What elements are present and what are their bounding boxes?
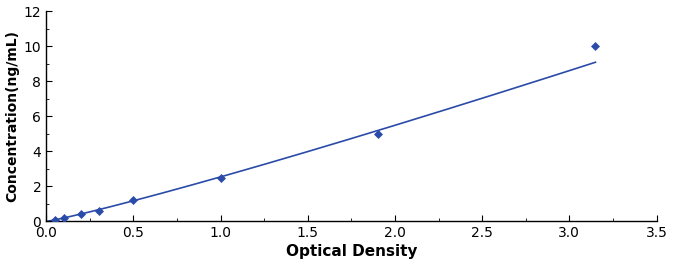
X-axis label: Optical Density: Optical Density (285, 244, 417, 259)
Y-axis label: Concentration(ng/mL): Concentration(ng/mL) (5, 30, 20, 202)
